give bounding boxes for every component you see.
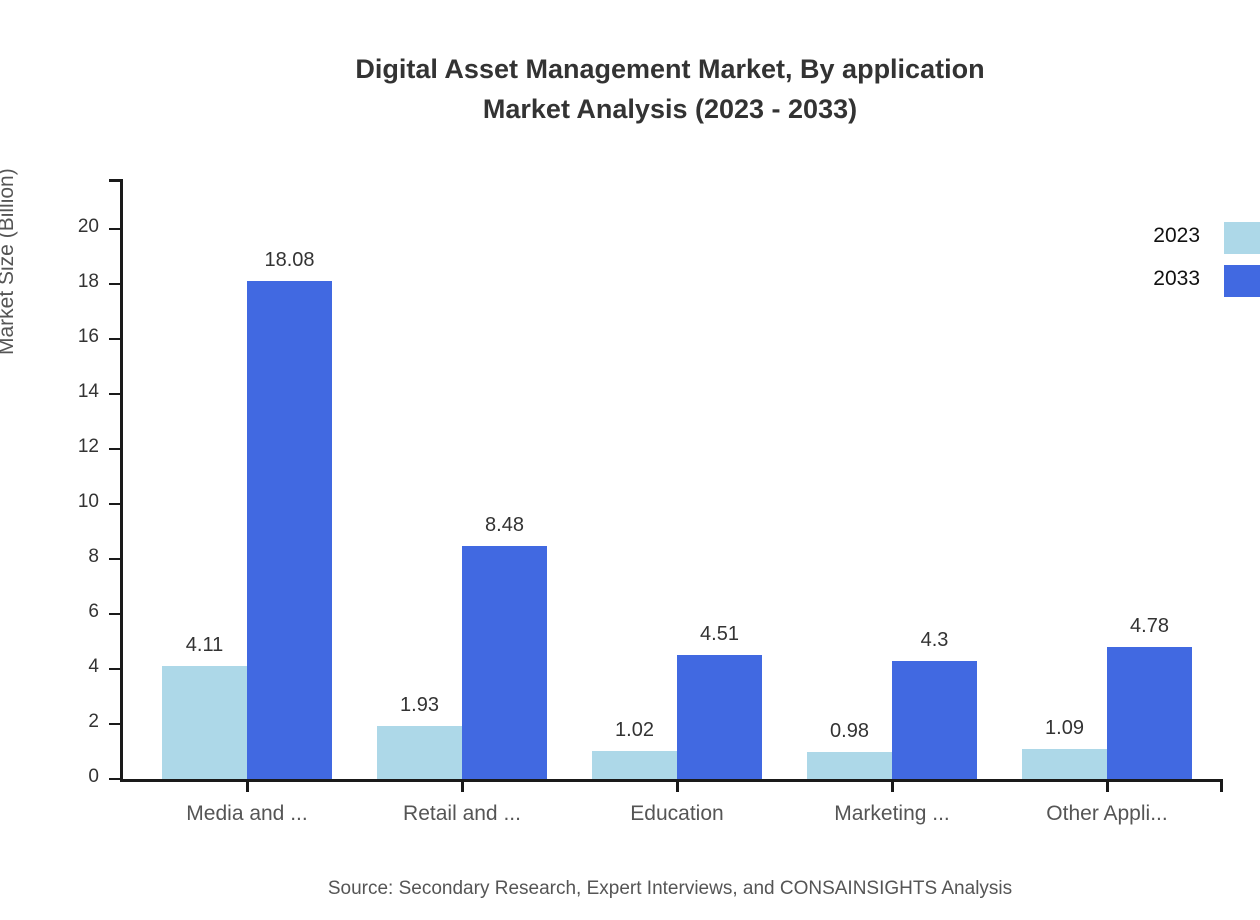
x-tick-mark [246, 779, 249, 792]
y-tick-label: 16 [77, 325, 99, 347]
x-axis-end-cap [1220, 779, 1223, 792]
legend-item-2023[interactable]: 2023 [1110, 218, 1260, 261]
y-tick-mark [109, 392, 120, 395]
bar-2033-2[interactable] [677, 654, 762, 779]
chart-title-line-2: Market Analysis (2023 - 2033) [482, 94, 858, 124]
bar-2033-4[interactable] [1107, 647, 1192, 779]
y-tick-mark [109, 502, 120, 505]
y-tick-mark [109, 667, 120, 670]
bar-2023-4[interactable] [1022, 749, 1107, 779]
y-tick-label: 0 [88, 766, 99, 787]
x-axis-line [120, 779, 1223, 782]
y-tick-mark [109, 227, 120, 230]
bar-value-label-2023-0: 4.11 [185, 633, 224, 656]
y-tick-label: 12 [77, 435, 99, 457]
bar-value-label-2033-2: 4.51 [700, 622, 739, 645]
bar-value-label-2023-3: 0.98 [830, 720, 869, 743]
y-axis-title: Market Size (Billion) [0, 168, 18, 355]
y-tick-mark [109, 282, 120, 285]
bar-2033-0[interactable] [247, 281, 332, 779]
bar-2023-3[interactable] [807, 752, 892, 779]
bar-value-label-2033-3: 4.3 [920, 628, 949, 651]
y-tick-label: 8 [88, 545, 99, 567]
source-note: Source: Secondary Research, Expert Inter… [327, 878, 1013, 899]
x-tick-mark [676, 779, 679, 792]
bar-2023-0[interactable] [162, 665, 247, 779]
bar-2023-1[interactable] [377, 725, 462, 779]
bar-value-label-2033-4: 4.78 [1130, 615, 1169, 638]
x-tick-mark [891, 779, 894, 792]
x-tick-label-4: Other Appli... [1046, 802, 1168, 825]
y-tick-mark [109, 722, 120, 725]
plot-area: 4.11 18.08 1.93 8.48 1.02 4.51 0.98 4.3 1.09 4.78 [109, 179, 1223, 792]
y-tick-label: 6 [88, 600, 99, 622]
y-tick-label: 20 [77, 215, 99, 237]
bar-value-label-2023-4: 1.09 [1045, 717, 1084, 739]
x-tick-label-2: Education [630, 802, 724, 825]
bar-value-label-2033-0: 18.08 [264, 249, 315, 272]
x-tick-mark [1106, 779, 1109, 792]
chart-title-line-1: Digital Asset Management Market, By appl… [355, 54, 985, 84]
legend-swatch-2023 [1224, 222, 1260, 254]
legend-swatch-2033 [1224, 265, 1260, 297]
y-axis-top-cap [109, 179, 120, 182]
x-tick-label-0: Media and ... [186, 802, 308, 825]
y-tick-label: 10 [77, 490, 99, 512]
bar-value-label-2023-2: 1.02 [615, 718, 654, 741]
x-tick-mark [461, 779, 464, 792]
y-tick-label: 4 [88, 655, 99, 677]
x-tick-label-3: Marketing ... [834, 802, 950, 825]
chart-title: Digital Asset Management Market, By appl… [0, 49, 1260, 129]
bar-value-label-2033-1: 8.48 [485, 513, 524, 536]
legend-label-2033: 2033 [1153, 267, 1200, 290]
x-tick-label-1: Retail and ... [403, 802, 521, 825]
y-tick-label: 14 [77, 380, 99, 402]
y-axis-line [120, 179, 123, 782]
chart-legend: 2023 2033 [1110, 218, 1260, 304]
y-tick-label: 18 [77, 270, 99, 292]
bar-2033-1[interactable] [462, 545, 547, 779]
y-tick-mark [109, 778, 120, 780]
bar-2033-3[interactable] [892, 660, 977, 779]
y-tick-mark [109, 447, 120, 450]
legend-item-2033[interactable]: 2033 [1110, 261, 1260, 304]
y-tick-label: 2 [88, 710, 99, 732]
y-tick-mark [109, 557, 120, 560]
y-tick-mark [109, 612, 120, 615]
legend-label-2023: 2023 [1153, 224, 1200, 247]
bar-value-label-2023-1: 1.93 [400, 693, 439, 716]
y-tick-mark [109, 337, 120, 340]
bar-2023-2[interactable] [592, 750, 677, 779]
